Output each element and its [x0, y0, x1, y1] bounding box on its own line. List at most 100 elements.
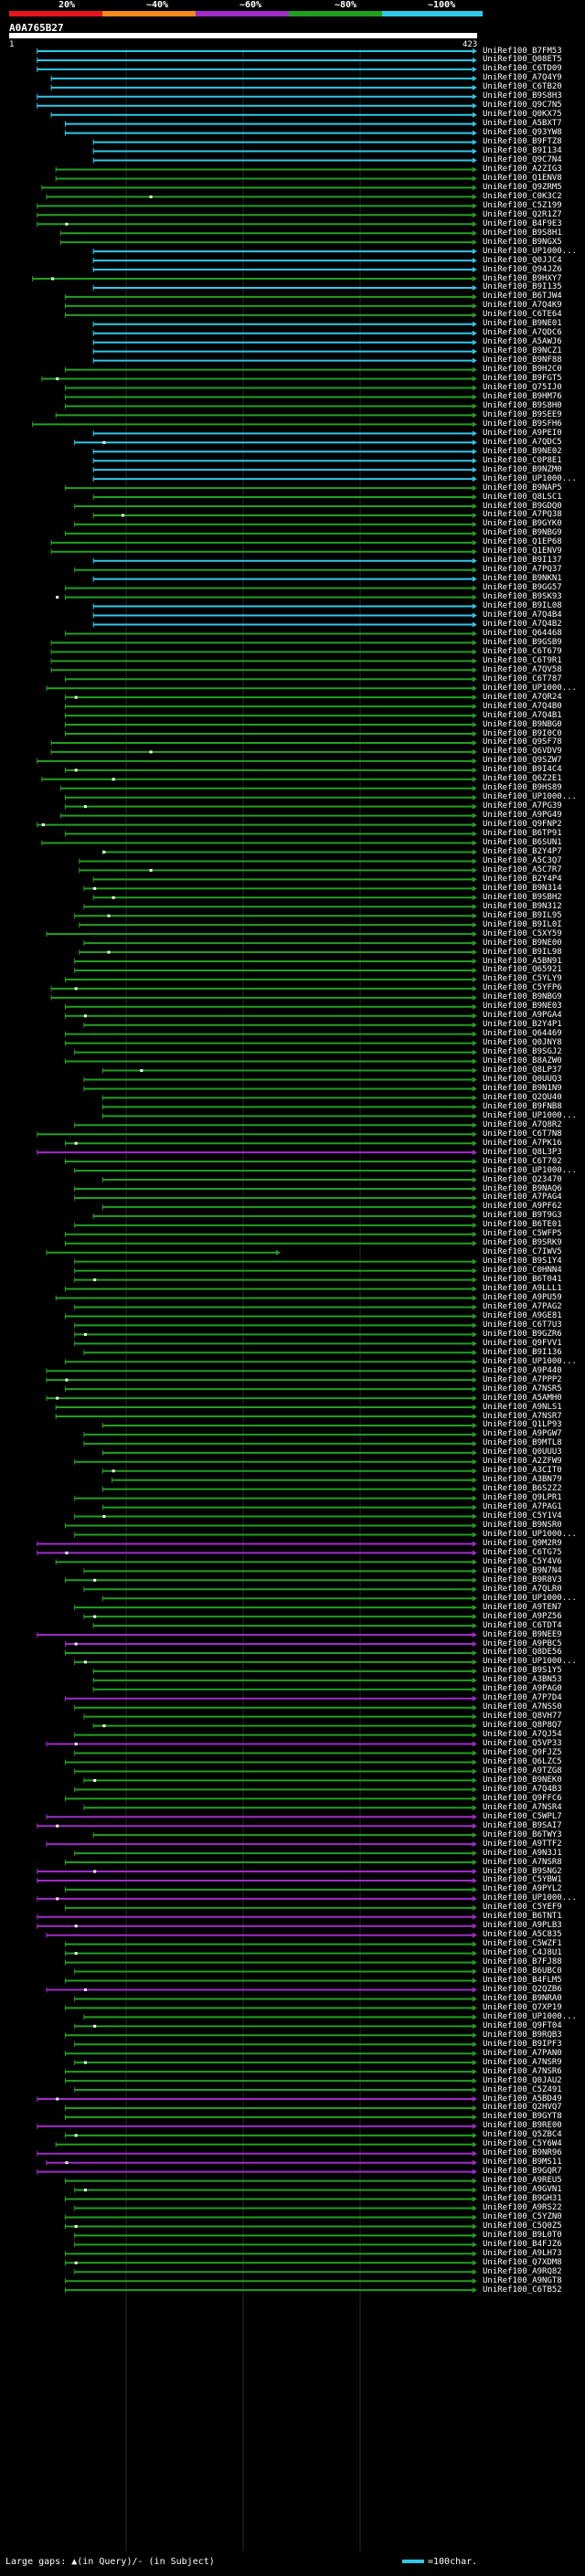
hit-label[interactable]: UniRef100_B9IL98	[483, 947, 562, 957]
hit-label[interactable]: UniRef100_B9SFH6	[483, 419, 562, 429]
hit-label[interactable]: UniRef100_C6TB20	[483, 82, 562, 92]
hit-label[interactable]: UniRef100_A7PAG1	[483, 1502, 562, 1512]
hit-label[interactable]: UniRef100_B7FJ88	[483, 1957, 562, 1967]
hit-label[interactable]: UniRef100_B9NAP5	[483, 482, 562, 493]
hit-label[interactable]: UniRef100_A9P440	[483, 1365, 562, 1375]
hit-label[interactable]: UniRef100_C6TD09	[483, 64, 562, 74]
hit-label[interactable]: UniRef100_Q5ZBC4	[483, 2130, 562, 2140]
hit-label[interactable]: UniRef100_A2ZIG3	[483, 164, 562, 174]
hit-label[interactable]: UniRef100_C5WZF1	[483, 1939, 562, 1949]
hit-label[interactable]: UniRef100_A9NGT8	[483, 2275, 562, 2285]
hit-label[interactable]: UniRef100_B6TP91	[483, 829, 562, 839]
hit-label[interactable]: UniRef100_A7QV58	[483, 664, 562, 674]
hit-label[interactable]: UniRef100_UP1000...	[483, 473, 577, 483]
hit-label[interactable]: UniRef100_B6TE01	[483, 1220, 562, 1230]
hit-label[interactable]: UniRef100_Q9LPR1	[483, 1493, 562, 1503]
hit-label[interactable]: UniRef100_A9LLL1	[483, 1284, 562, 1294]
hit-label[interactable]: UniRef100_A7Q8R2	[483, 1119, 562, 1129]
hit-label[interactable]: UniRef100_C5YZN0	[483, 2211, 562, 2221]
hit-label[interactable]: UniRef100_B9S1Y5	[483, 1666, 562, 1676]
hit-label[interactable]: UniRef100_Q2QU40	[483, 1092, 562, 1102]
hit-label[interactable]: UniRef100_A7PQ38	[483, 510, 562, 520]
hit-label[interactable]: UniRef100_A9PBC5	[483, 1638, 562, 1648]
hit-label[interactable]: UniRef100_Q8P8Q7	[483, 1721, 562, 1731]
hit-label[interactable]: UniRef100_A7PK16	[483, 1138, 562, 1148]
hit-label[interactable]: UniRef100_A7Q4B3	[483, 1784, 562, 1794]
hit-label[interactable]: UniRef100_B9NE00	[483, 938, 562, 948]
hit-label[interactable]: UniRef100_B9GG57	[483, 583, 562, 593]
hit-label[interactable]: UniRef100_B9MS11	[483, 2157, 562, 2168]
hit-label[interactable]: UniRef100_Q0UUQ3	[483, 1074, 562, 1084]
hit-label[interactable]: UniRef100_B9NBG9	[483, 992, 562, 1002]
hit-label[interactable]: UniRef100_B6TWY3	[483, 1829, 562, 1839]
hit-label[interactable]: UniRef100_UP1000...	[483, 683, 577, 693]
hit-label[interactable]: UniRef100_B9NR96	[483, 2148, 562, 2158]
hit-label[interactable]: UniRef100_Q0UUU3	[483, 1447, 562, 1458]
hit-label[interactable]: UniRef100_A5BN91	[483, 956, 562, 966]
hit-label[interactable]: UniRef100_B9NBG9	[483, 528, 562, 538]
hit-label[interactable]: UniRef100_B9NEK0	[483, 1775, 562, 1785]
hit-label[interactable]: UniRef100_A7Q4B2	[483, 619, 562, 629]
hit-label[interactable]: UniRef100_Q0JAU2	[483, 2075, 562, 2085]
hit-label[interactable]: UniRef100_A9GE81	[483, 1310, 562, 1320]
hit-label[interactable]: UniRef100_Q9C7N4	[483, 155, 562, 165]
hit-label[interactable]: UniRef100_A9TZG8	[483, 1765, 562, 1776]
hit-label[interactable]: UniRef100_B9FGT5	[483, 374, 562, 384]
hit-label[interactable]: UniRef100_B9SNG2	[483, 1866, 562, 1876]
hit-label[interactable]: UniRef100_B9IPF3	[483, 2039, 562, 2049]
hit-label[interactable]: UniRef100_B9S8H0	[483, 400, 562, 410]
hit-label[interactable]: UniRef100_A9TTF2	[483, 1839, 562, 1849]
hit-label[interactable]: UniRef100_Q1LP93	[483, 1420, 562, 1430]
hit-label[interactable]: UniRef100_A7NSR6	[483, 2066, 562, 2076]
hit-label[interactable]: UniRef100_B8AZW0	[483, 1056, 562, 1066]
hit-label[interactable]: UniRef100_C6T9R1	[483, 655, 562, 665]
hit-label[interactable]: UniRef100_Q6VDV9	[483, 747, 562, 757]
hit-label[interactable]: UniRef100_B9N312	[483, 901, 562, 911]
hit-label[interactable]: UniRef100_A9RQ82	[483, 2266, 562, 2276]
hit-label[interactable]: UniRef100_A5C3Q7	[483, 855, 562, 865]
hit-label[interactable]: UniRef100_B9I134	[483, 146, 562, 156]
hit-label[interactable]: UniRef100_B9S8H3	[483, 91, 562, 101]
hit-label[interactable]: UniRef100_A9PAG0	[483, 1684, 562, 1694]
hit-label[interactable]: UniRef100_C5YBW1	[483, 1875, 562, 1885]
hit-label[interactable]: UniRef100_A9NLS1	[483, 1402, 562, 1412]
hit-label[interactable]: UniRef100_A5BD49	[483, 2094, 562, 2104]
hit-label[interactable]: UniRef100_UP1000...	[483, 1657, 577, 1667]
hit-label[interactable]: UniRef100_A9PF62	[483, 1202, 562, 1212]
hit-label[interactable]: UniRef100_Q0JNY8	[483, 1038, 562, 1048]
hit-label[interactable]: UniRef100_B4F9E3	[483, 218, 562, 228]
hit-label[interactable]: UniRef100_Q5VP33	[483, 1739, 562, 1749]
hit-label[interactable]: UniRef100_C5YEF9	[483, 1903, 562, 1913]
hit-label[interactable]: UniRef100_C5Q0Z5	[483, 2221, 562, 2231]
hit-label[interactable]: UniRef100_UP1000...	[483, 792, 577, 802]
hit-label[interactable]: UniRef100_B9RE00	[483, 2121, 562, 2131]
hit-label[interactable]: UniRef100_A9LH73	[483, 2248, 562, 2258]
hit-label[interactable]: UniRef100_B9NSR0	[483, 1521, 562, 1531]
hit-label[interactable]: UniRef100_B9NE03	[483, 1002, 562, 1012]
hit-label[interactable]: UniRef100_A7PAG2	[483, 1301, 562, 1311]
hit-label[interactable]: UniRef100_B9GQR7	[483, 2167, 562, 2177]
hit-label[interactable]: UniRef100_Q0KX75	[483, 110, 562, 120]
hit-label[interactable]: UniRef100_A7NSS0	[483, 1702, 562, 1712]
hit-label[interactable]: UniRef100_B6S2Z2	[483, 1484, 562, 1494]
hit-label[interactable]: UniRef100_C6T7N8	[483, 1129, 562, 1139]
hit-label[interactable]: UniRef100_B9SRK9	[483, 1238, 562, 1248]
hit-label[interactable]: UniRef100_Q2R1Z7	[483, 209, 562, 219]
hit-label[interactable]: UniRef100_Q08ET5	[483, 55, 562, 65]
hit-label[interactable]: UniRef100_A9N3J1	[483, 1848, 562, 1858]
hit-label[interactable]: UniRef100_A3BN79	[483, 1475, 562, 1485]
hit-label[interactable]: UniRef100_B9HXY7	[483, 273, 562, 283]
hit-label[interactable]: UniRef100_C6TB52	[483, 2284, 562, 2295]
hit-label[interactable]: UniRef100_C5YFP6	[483, 983, 562, 993]
hit-label[interactable]: UniRef100_A7QLR0	[483, 1584, 562, 1594]
hit-label[interactable]: UniRef100_A7PPP2	[483, 1374, 562, 1384]
hit-label[interactable]: UniRef100_B9H2C0	[483, 365, 562, 375]
hit-label[interactable]: UniRef100_C5Z491	[483, 2084, 562, 2094]
hit-label[interactable]: UniRef100_Q8LSC1	[483, 492, 562, 502]
hit-label[interactable]: UniRef100_B9HS89	[483, 783, 562, 793]
hit-label[interactable]: UniRef100_A9PGA4	[483, 1011, 562, 1021]
hit-label[interactable]: UniRef100_A9RS22	[483, 2203, 562, 2213]
hit-label[interactable]: UniRef100_B6TNT1	[483, 1912, 562, 1922]
hit-label[interactable]: UniRef100_B7FM53	[483, 46, 562, 56]
hit-label[interactable]: UniRef100_C5YLY9	[483, 974, 562, 984]
